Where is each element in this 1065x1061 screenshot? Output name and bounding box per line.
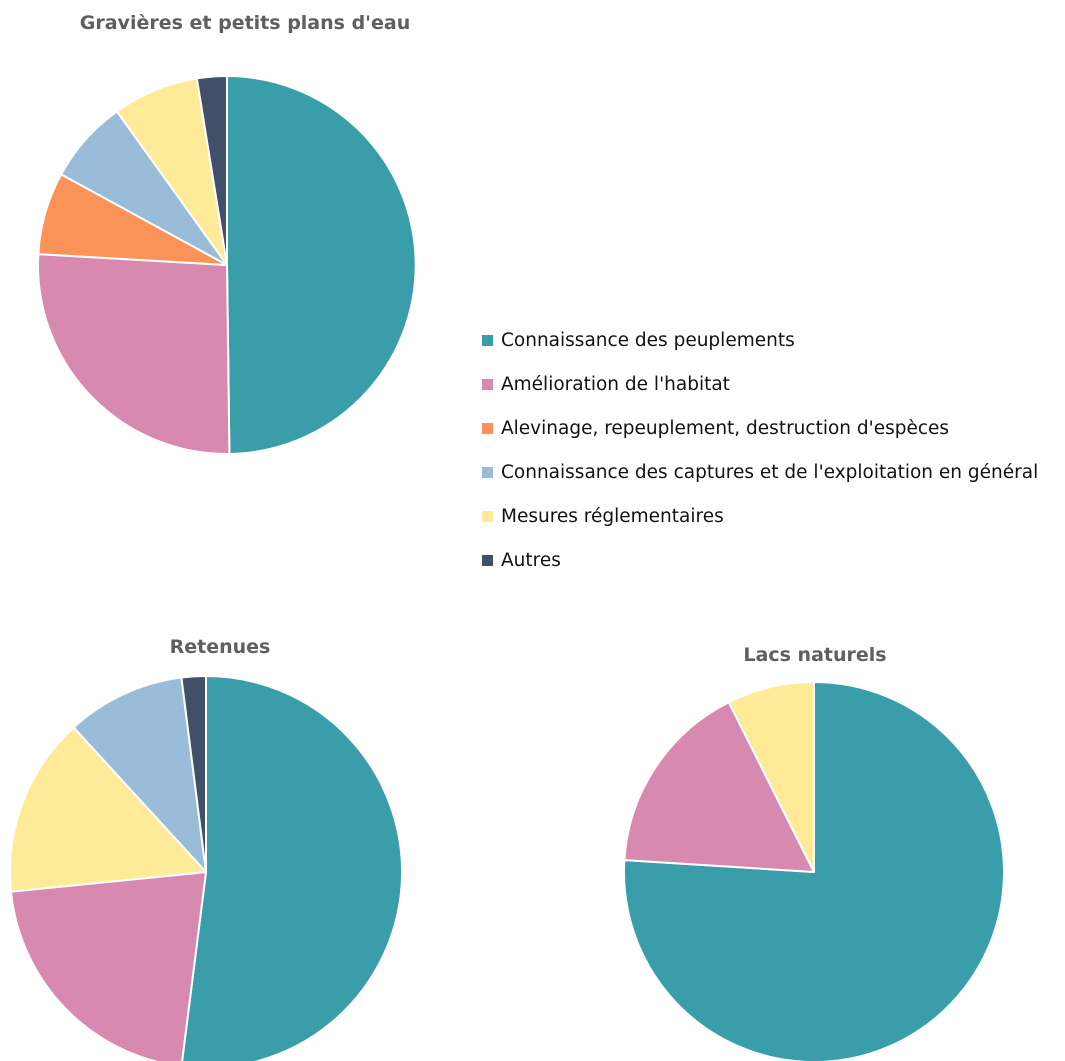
- pie-slice: [195, 75, 228, 266]
- legend-item: Connaissance des captures et de l'exploi…: [482, 450, 1038, 494]
- pie-slice: [622, 681, 1005, 1061]
- pie-slice: [623, 701, 815, 873]
- pie-slice: [181, 675, 403, 1061]
- pie-slice: [180, 675, 207, 873]
- legend-item: Amélioration de l'habitat: [482, 362, 1038, 406]
- legend-item: Autres: [482, 538, 1038, 582]
- legend-swatch: [482, 466, 493, 478]
- legend-swatch: [482, 334, 493, 346]
- legend-item: Mesures réglementaires: [482, 494, 1038, 538]
- legend-swatch: [482, 422, 493, 434]
- legend-swatch: [482, 554, 493, 566]
- legend-label: Alevinage, repeuplement, destruction d'e…: [501, 417, 950, 439]
- pie-slice: [226, 75, 417, 455]
- pie-slice: [72, 676, 207, 873]
- pie-slice: [36, 253, 231, 455]
- legend-label: Amélioration de l'habitat: [501, 373, 730, 395]
- chart-title-gravieres: Gravières et petits plans d'eau: [79, 12, 411, 34]
- pie-slice: [727, 681, 815, 873]
- legend-label: Connaissance des captures et de l'exploi…: [501, 461, 1039, 483]
- legend-label: Autres: [501, 549, 561, 571]
- chart-title-lacs-naturels: Lacs naturels: [743, 644, 887, 666]
- pie-slice: [9, 871, 207, 1061]
- legend-swatch: [482, 378, 493, 390]
- legend-label: Connaissance des peuplements: [501, 329, 795, 351]
- pie-slice: [9, 726, 207, 893]
- chart-legend: Connaissance des peuplements Amélioratio…: [482, 318, 1038, 582]
- legend-swatch: [482, 510, 493, 522]
- legend-item: Alevinage, repeuplement, destruction d'e…: [482, 406, 1038, 450]
- legend-item: Connaissance des peuplements: [482, 318, 1038, 362]
- chart-title-retenues: Retenues: [169, 636, 271, 658]
- legend-label: Mesures réglementaires: [501, 505, 724, 527]
